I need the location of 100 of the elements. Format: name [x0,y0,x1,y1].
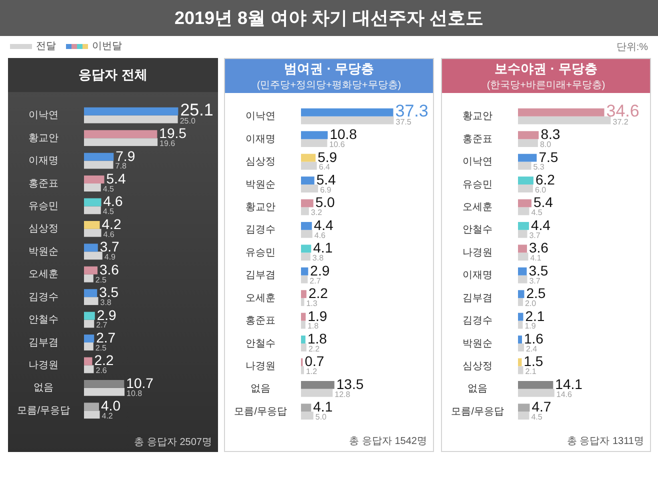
bar [301,366,304,374]
bar [301,154,316,162]
data-label: 1.5 [524,353,544,370]
text: 총 응답자 2507명 [134,436,212,449]
chart-subtitle: (한국당+바른미래+무당층) [486,79,606,92]
bar [301,222,312,230]
bar [84,357,92,366]
data-label: 10.6 [329,140,346,150]
y-tick-label: 홍준표 [246,316,276,327]
chart-title: 응답자 전체 [78,66,148,84]
bar [518,154,537,162]
bar [84,289,98,298]
data-label: 3.5 [99,284,119,300]
data-label: 4.4 [530,216,551,233]
data-label: 13.5 [336,376,364,392]
data-label: 5.0 [315,194,336,210]
bar [518,199,532,208]
y-tick-label: 심상정 [246,156,276,168]
data-label: 4.5 [531,412,543,422]
bar [301,162,317,170]
data-label: 4.6 [103,193,123,210]
data-label: 3.8 [100,298,112,308]
bar [84,388,125,396]
data-label: 8.3 [540,126,560,142]
data-label: 2.7 [310,276,322,286]
text: 2019년 8월 여야 차기 대선주자 선호도 [0,0,658,36]
data-label: 6.0 [534,185,547,194]
bar [301,108,394,116]
bar [301,230,312,238]
data-label: 4.5 [102,207,115,216]
data-label: 6.4 [318,162,330,172]
data-label: 5.3 [533,162,545,172]
y-tick-label: 없음 [34,382,54,394]
data-label: 3.7 [529,276,541,286]
y-tick-label: 이낙연 [28,110,59,122]
data-label: 1.6 [524,330,544,346]
bar [84,107,178,116]
bar [518,244,527,253]
bar [518,131,539,140]
data-label: 5.4 [533,194,554,210]
y-tick-label: 나경원 [246,360,276,372]
data-label: 19.5 [159,125,187,142]
y-tick-label: 나경원 [28,360,59,371]
y-tick-label: 이낙연 [246,111,276,122]
bar [301,199,314,208]
data-label: 3.5 [528,262,548,278]
y-tick-label: 오세훈 [246,292,276,304]
bar [84,312,95,320]
y-tick-label: 황교안 [28,132,59,144]
bar [84,402,100,411]
bar [301,184,318,192]
bar [84,220,100,229]
bar [301,298,304,306]
y-tick-label: 유승민 [462,179,493,190]
data-label: 2.9 [310,262,330,278]
bar [84,244,98,252]
data-label: 4.4 [314,216,334,233]
y-tick-label: 황교안 [246,202,276,213]
bar [301,290,306,298]
y-tick-label: 유승민 [28,200,59,212]
bar [301,312,306,321]
data-label: 2.5 [95,275,108,284]
bar [301,244,312,253]
bar [518,184,533,192]
data-label: 5.4 [316,172,336,188]
legend-label: 전달 [36,40,56,53]
bar [84,320,94,328]
bar [518,344,524,352]
y-tick-label: 오세훈 [28,269,59,280]
data-label: 4.2 [102,216,122,232]
bar [84,266,98,274]
y-tick-label: 이재명 [246,134,276,145]
data-label: 4.6 [314,230,326,240]
y-tick-label: 심상정 [462,360,493,372]
bar [301,267,308,276]
y-tick-label: 안철수 [462,224,493,236]
bar [518,312,524,321]
bar [301,176,314,184]
bar [301,116,394,124]
y-tick-label: 심상정 [28,224,59,235]
bar [301,404,312,412]
data-label: 5.0 [315,412,328,422]
bar [301,344,306,352]
y-tick-label: 홍준표 [28,178,59,190]
y-tick-label: 김부겸 [28,337,59,348]
bar [518,222,529,230]
y-tick-label: 안철수 [28,314,59,326]
bar [301,388,333,397]
data-label: 2.2 [308,344,320,354]
y-tick-label: 홍준표 [462,134,493,145]
data-label: 2.1 [525,367,537,376]
bar [84,184,101,192]
bar [84,138,158,146]
bar [301,139,328,148]
bar [518,336,522,344]
bar [518,388,554,397]
bar [518,252,528,261]
data-label: 7.8 [115,162,127,171]
data-label: 8.0 [540,140,552,150]
data-label: 5.9 [318,148,338,165]
